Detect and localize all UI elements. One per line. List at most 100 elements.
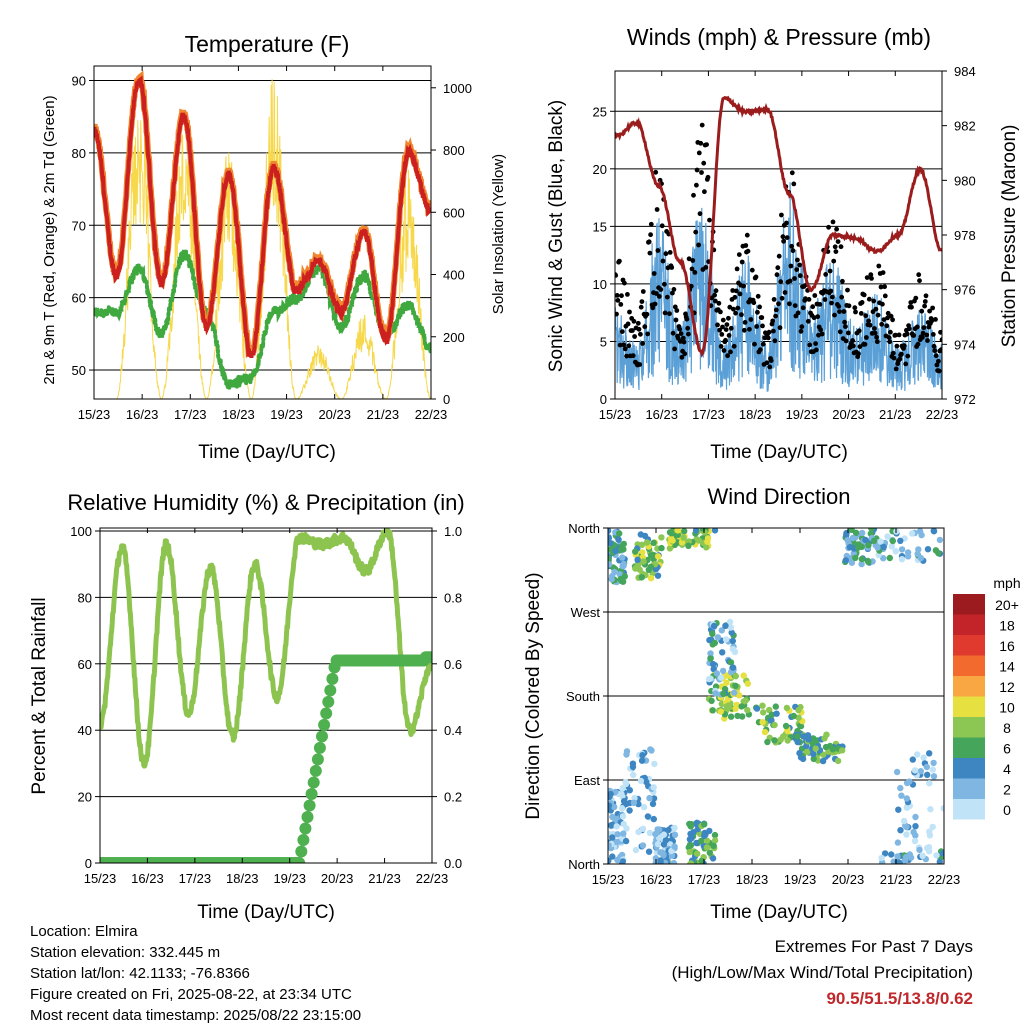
direction-point — [926, 750, 933, 757]
direction-point — [726, 703, 733, 711]
direction-point — [799, 755, 807, 763]
y2-tick-label: 980 — [954, 173, 976, 188]
legend-swatch — [953, 676, 985, 697]
direction-point — [670, 859, 678, 864]
gust-point — [931, 343, 937, 349]
gust-point — [632, 334, 637, 339]
gust-point — [692, 270, 698, 275]
precip-point — [295, 845, 308, 858]
gust-point — [622, 280, 627, 286]
direction-point — [906, 778, 913, 785]
direction-point — [912, 813, 919, 821]
direction-point — [909, 756, 916, 763]
precip-point — [313, 741, 326, 754]
gust-point — [846, 303, 852, 309]
direction-point — [764, 738, 771, 746]
direction-point — [717, 674, 725, 681]
temperature-xlabel: Time (Day/UTC) — [198, 442, 336, 463]
gust-point — [651, 271, 657, 276]
direction-point — [647, 575, 655, 582]
precip-point — [322, 695, 335, 708]
direction-point — [939, 850, 944, 857]
gust-point — [743, 243, 749, 248]
gust-point — [764, 360, 770, 366]
created-text: Figure created on Fri, 2025-08-22, at 23… — [30, 986, 352, 1003]
precip-point — [301, 811, 314, 823]
direction-point — [771, 737, 778, 744]
direction-point — [621, 573, 628, 580]
direction-point — [893, 768, 901, 776]
gust-point — [654, 207, 660, 212]
direction-point — [647, 552, 655, 559]
gust-point — [891, 355, 897, 361]
gust-point — [903, 361, 909, 367]
direction-point — [641, 532, 649, 540]
direction-point — [740, 672, 747, 679]
sonic-wind-line — [615, 182, 942, 392]
gust-point — [686, 256, 692, 262]
precipitation-points — [100, 651, 432, 863]
x-tick-label: 18/23 — [739, 407, 772, 422]
gust-point — [936, 358, 941, 364]
gust-point — [719, 332, 725, 337]
y2-tick-label: 976 — [954, 283, 976, 298]
direction-title: Wind Direction — [707, 484, 850, 509]
y2-tick-label: 600 — [443, 205, 465, 220]
gust-point — [929, 318, 935, 324]
direction-point — [924, 771, 931, 778]
gust-point — [790, 248, 796, 254]
gust-point — [872, 330, 878, 336]
gust-point — [887, 339, 893, 345]
gust-point — [673, 317, 679, 323]
gust-point — [866, 296, 872, 302]
temp-2m-line — [94, 75, 431, 359]
direction-point — [681, 528, 688, 535]
direction-point — [615, 536, 622, 543]
direction-point — [790, 712, 797, 720]
direction-point — [771, 721, 778, 729]
temperature-y-ticks: 50 60 70 80 90 0 200 400 600 800 1000 — [72, 73, 472, 407]
gust-point — [908, 300, 914, 305]
gust-point — [837, 309, 842, 314]
x-tick-label: 22/23 — [928, 872, 961, 887]
direction-point — [920, 754, 927, 761]
gust-point — [682, 351, 688, 357]
direction-point — [671, 824, 678, 832]
direction-point — [686, 848, 693, 856]
direction-point — [772, 703, 779, 710]
x-tick-label: 18/23 — [222, 407, 255, 422]
gust-point — [720, 324, 725, 330]
y-tick-label: West — [571, 605, 601, 620]
direction-point — [711, 831, 719, 839]
gust-point — [774, 272, 780, 278]
gust-point — [694, 167, 700, 173]
direction-point — [924, 546, 932, 553]
direction-point — [620, 830, 627, 837]
gust-point — [794, 267, 800, 272]
gust-point — [771, 297, 777, 302]
direction-point — [892, 548, 899, 555]
direction-point — [608, 857, 612, 864]
gust-point — [913, 295, 919, 301]
direction-point — [902, 853, 910, 861]
x-tick-label: 16/23 — [645, 407, 678, 422]
y2-tick-label: 0 — [443, 392, 450, 407]
gust-point — [765, 335, 771, 341]
direction-point — [812, 745, 819, 752]
direction-point — [612, 547, 619, 555]
gust-point — [862, 341, 868, 347]
precip-point — [318, 718, 331, 731]
gust-point — [811, 315, 817, 321]
y-tick-label: 40 — [78, 723, 92, 738]
x-tick-label: 17/23 — [692, 407, 725, 422]
direction-point — [714, 634, 722, 641]
y-tick-label: 25 — [593, 104, 607, 119]
gust-point — [726, 333, 732, 338]
direction-point — [912, 832, 919, 839]
gust-point — [660, 258, 666, 264]
gust-point — [933, 353, 939, 359]
gust-point — [627, 309, 632, 315]
y-tick-label: 80 — [72, 146, 86, 161]
y-tick-label: 60 — [72, 291, 86, 306]
gust-point — [638, 331, 643, 337]
